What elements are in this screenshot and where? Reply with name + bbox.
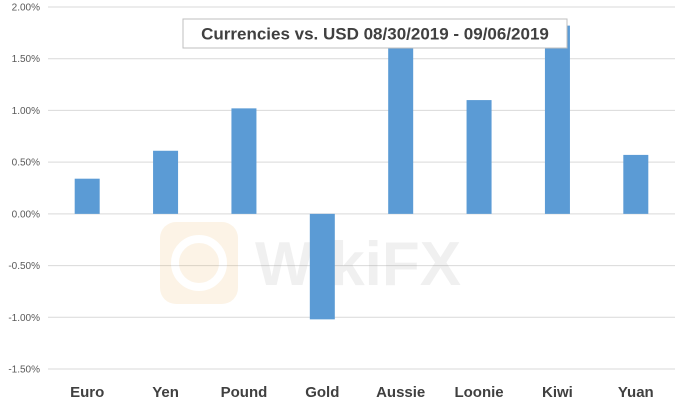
x-tick-label: Yen	[152, 384, 179, 401]
x-tick-label: Pound	[221, 384, 268, 401]
x-tick-label: Loonie	[454, 384, 503, 401]
y-axis-tick-labels: 2.00% 1.50% 1.00% 0.50% 0.00% -0.50% -1.00% -1.…	[8, 3, 40, 376]
bar-gold	[309, 213, 335, 320]
bar-aussie	[388, 43, 414, 214]
x-tick-label: Aussie	[376, 384, 425, 401]
watermark-text: WikiFX	[255, 230, 461, 299]
y-tick-label: 0.00%	[12, 209, 40, 220]
y-tick-label: -0.50%	[8, 261, 40, 272]
bar-yen	[153, 150, 179, 214]
watermark: WikiFX	[160, 222, 461, 304]
bar-yuan	[623, 154, 649, 214]
x-tick-label: Kiwi	[542, 384, 573, 401]
x-axis-tick-labels: Euro Yen Pound Gold Aussie Loonie Kiwi Yuan	[70, 384, 654, 401]
watermark-logo-globe	[171, 235, 227, 291]
bars	[74, 25, 649, 320]
bar-kiwi	[544, 25, 570, 214]
bar-pound	[231, 108, 257, 214]
x-tick-label: Euro	[70, 384, 104, 401]
chart-title: Currencies vs. USD 08/30/2019 - 09/06/20…	[201, 25, 549, 44]
x-tick-label: Yuan	[618, 384, 654, 401]
bar-euro	[74, 178, 100, 214]
watermark-logo	[160, 222, 238, 304]
y-tick-label: -1.50%	[8, 365, 40, 376]
y-tick-label: 2.00%	[12, 3, 40, 14]
y-tick-label: 1.50%	[12, 54, 40, 65]
gridlines	[48, 6, 675, 370]
y-tick-label: 1.00%	[12, 106, 40, 117]
y-tick-label: -1.00%	[8, 313, 40, 324]
chart-title-frame	[182, 18, 568, 49]
y-tick-label: 0.50%	[12, 158, 40, 169]
x-tick-label: Gold	[305, 384, 339, 401]
bar-loonie	[466, 100, 492, 214]
chart-title-box: Currencies vs. USD 08/30/2019 - 09/06/20…	[182, 18, 568, 49]
